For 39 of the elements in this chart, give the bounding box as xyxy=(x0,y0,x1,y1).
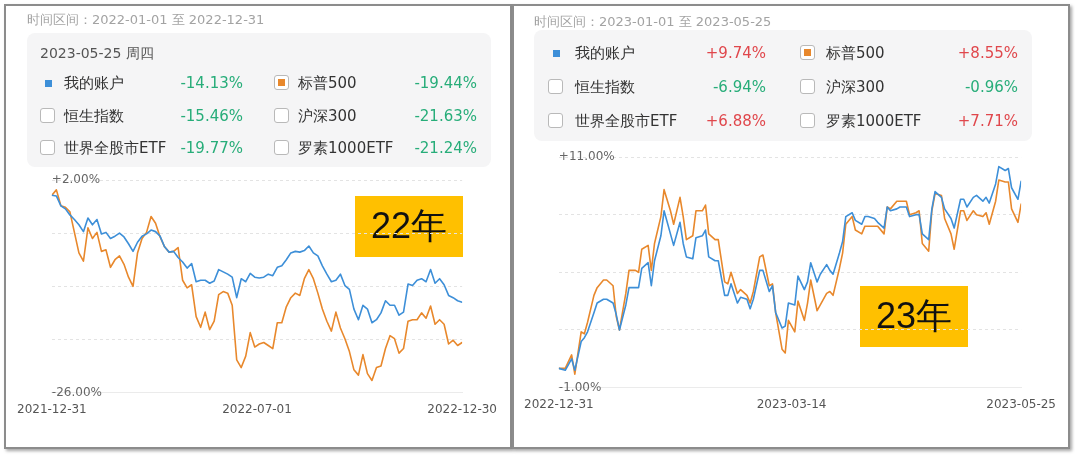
x-tick-label: 2023-03-14 xyxy=(756,396,827,411)
chart-subtitle: 时间区间：2023-01-01 至 2023-05-25 xyxy=(534,14,772,30)
text: 恒生指数 xyxy=(575,78,635,96)
x-tick-label: 2022-12-30 xyxy=(427,401,498,416)
y-tick-label: +11.00% xyxy=(558,149,615,164)
y-tick-label: -1.00% xyxy=(558,379,602,394)
annotation: 22年 xyxy=(355,196,463,257)
x-tick-label: 2023-05-25 xyxy=(986,396,1057,411)
text: -21.63% xyxy=(414,107,477,125)
text: +7.71% xyxy=(957,112,1018,130)
text: 世界全股市ETF xyxy=(575,112,678,130)
x-tick-label: 2021-12-31 xyxy=(16,401,87,416)
text: -21.24% xyxy=(414,139,477,157)
text: +9.74% xyxy=(705,44,766,62)
text: 世界全股市ETF xyxy=(64,139,167,157)
text: -15.46% xyxy=(180,107,243,125)
text: -0.96% xyxy=(964,78,1018,96)
annotation: 23年 xyxy=(860,286,968,347)
text: -19.44% xyxy=(414,74,477,92)
y-tick-label: +2.00% xyxy=(51,172,101,187)
y-tick-label: -26.00% xyxy=(51,384,102,399)
legend-label: 标普500 xyxy=(826,44,885,62)
text: 恒生指数 xyxy=(64,107,124,125)
text: 沪深300 xyxy=(298,107,357,125)
text: 沪深300 xyxy=(826,78,885,96)
legend-label: 我的账户 xyxy=(575,44,635,62)
x-tick-label: 2022-07-01 xyxy=(222,401,292,416)
text: -19.77% xyxy=(180,139,243,157)
text: +8.55% xyxy=(957,44,1018,62)
text: 罗素1000ETF xyxy=(826,112,922,130)
text: -14.13% xyxy=(180,74,243,92)
text: +6.88% xyxy=(705,112,766,130)
legend-label: 我的账户 xyxy=(64,74,124,92)
text: 罗素1000ETF xyxy=(298,139,394,157)
legend-label: 标普500 xyxy=(298,74,357,92)
text: -6.94% xyxy=(712,78,766,96)
x-tick-label: 2022-12-31 xyxy=(523,396,594,411)
legend-title: 2023-05-25 周四 xyxy=(40,45,154,62)
chart-subtitle: 时间区间：2022-01-01 至 2022-12-31 xyxy=(27,12,265,28)
